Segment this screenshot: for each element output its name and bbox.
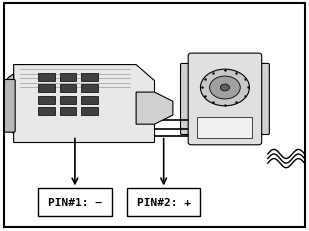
- FancyBboxPatch shape: [81, 85, 98, 93]
- FancyBboxPatch shape: [60, 85, 76, 93]
- FancyBboxPatch shape: [38, 85, 55, 93]
- FancyBboxPatch shape: [81, 73, 98, 81]
- FancyBboxPatch shape: [188, 54, 262, 145]
- FancyBboxPatch shape: [81, 96, 98, 104]
- FancyBboxPatch shape: [38, 107, 55, 116]
- FancyBboxPatch shape: [60, 107, 76, 116]
- FancyBboxPatch shape: [127, 188, 201, 216]
- FancyBboxPatch shape: [4, 80, 15, 133]
- Polygon shape: [136, 93, 173, 125]
- Polygon shape: [14, 65, 154, 143]
- Circle shape: [210, 77, 240, 100]
- FancyBboxPatch shape: [180, 64, 196, 135]
- Text: PIN#2: +: PIN#2: +: [137, 197, 191, 207]
- FancyBboxPatch shape: [38, 73, 55, 81]
- Text: PIN#1: −: PIN#1: −: [48, 197, 102, 207]
- Polygon shape: [7, 74, 14, 134]
- Circle shape: [220, 85, 230, 91]
- FancyBboxPatch shape: [254, 64, 269, 135]
- FancyBboxPatch shape: [60, 73, 76, 81]
- Circle shape: [201, 70, 249, 106]
- FancyBboxPatch shape: [38, 188, 112, 216]
- FancyBboxPatch shape: [81, 107, 98, 116]
- FancyBboxPatch shape: [197, 118, 252, 138]
- FancyBboxPatch shape: [60, 96, 76, 104]
- FancyBboxPatch shape: [38, 96, 55, 104]
